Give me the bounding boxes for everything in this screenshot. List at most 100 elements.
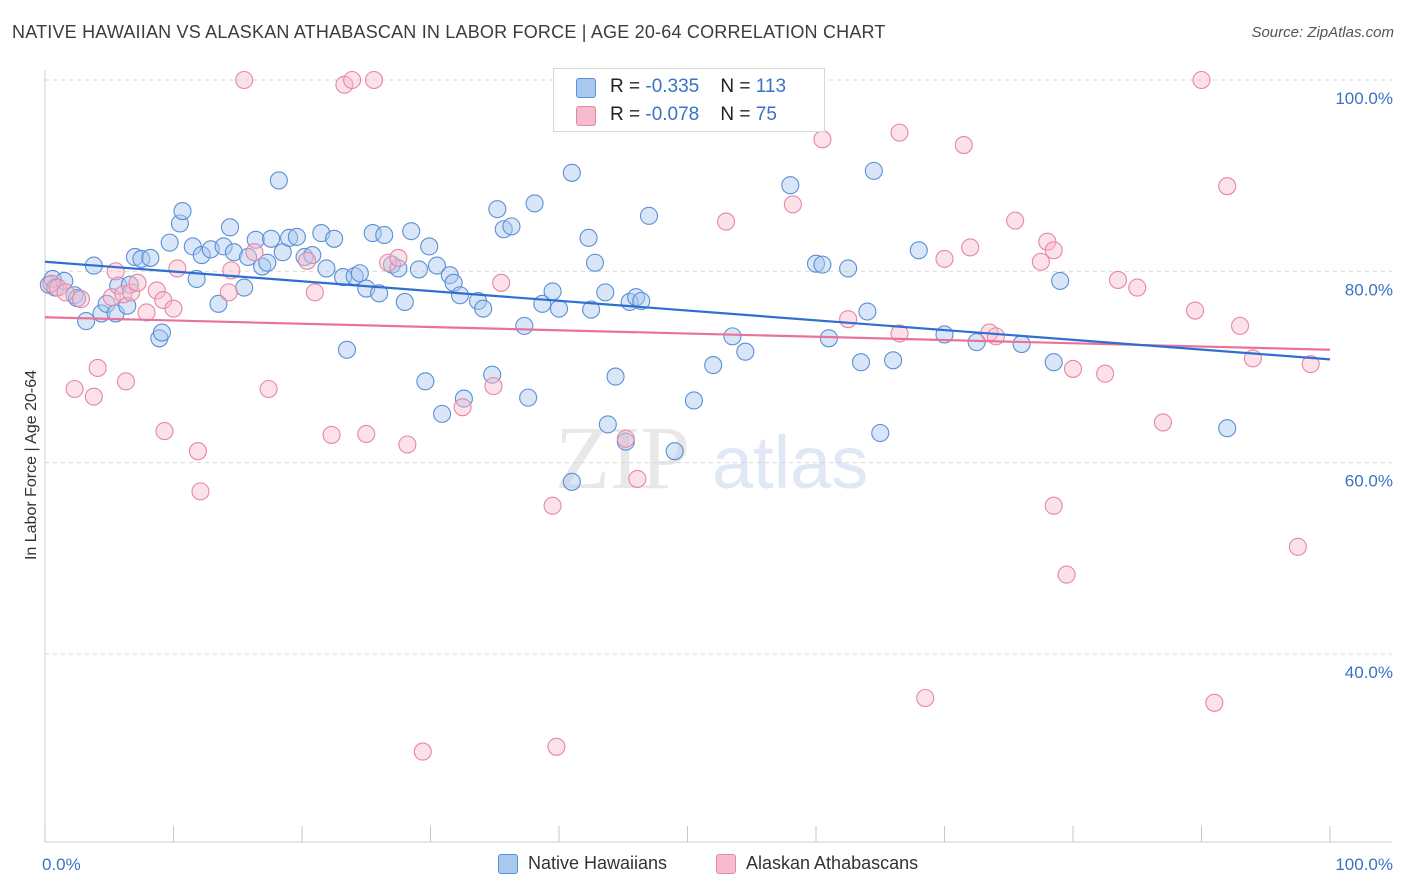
pink-swatch: [576, 106, 596, 126]
data-point: [858, 302, 877, 321]
data-point: [935, 249, 954, 268]
data-point: [596, 283, 615, 302]
r-value: -0.078: [645, 104, 700, 125]
data-point: [168, 259, 187, 278]
data-point: [305, 283, 324, 302]
data-point: [1057, 565, 1076, 584]
y-tick-label: 40.0%: [1345, 663, 1393, 682]
y-tick-label: 60.0%: [1345, 472, 1393, 491]
series-legend: Native Hawaiians Alaskan Athabascans: [0, 852, 1406, 876]
data-point: [409, 260, 428, 279]
data-point: [628, 469, 647, 488]
n-label: N =: [720, 104, 756, 125]
data-point: [188, 442, 207, 461]
data-point: [474, 299, 493, 318]
data-point: [598, 415, 617, 434]
data-point: [128, 273, 147, 292]
data-point: [1051, 271, 1070, 290]
data-point: [56, 283, 75, 302]
data-point: [114, 285, 133, 304]
data-point: [357, 424, 376, 444]
data-point: [164, 299, 183, 318]
data-point: [147, 281, 166, 300]
data-point: [483, 365, 502, 384]
series-alaskan-athabascans: [42, 70, 1320, 761]
data-point: [65, 379, 84, 399]
data-point: [155, 422, 174, 441]
data-point: [916, 688, 935, 708]
data-point: [220, 218, 240, 237]
legend-label: Native Hawaiians: [528, 853, 668, 873]
data-point: [1044, 241, 1063, 260]
data-point: [1012, 334, 1031, 354]
data-point: [173, 202, 192, 221]
data-point: [639, 206, 659, 225]
data-point: [350, 264, 369, 283]
data-point: [488, 200, 507, 219]
data-point: [214, 237, 233, 256]
y-tick-labels: 40.0% 60.0% 80.0% 100.0%: [1335, 89, 1393, 682]
data-point: [632, 291, 651, 311]
data-point: [125, 247, 144, 267]
data-point: [88, 358, 107, 378]
data-point: [1006, 211, 1025, 230]
data-point: [325, 229, 344, 248]
data-point: [298, 251, 317, 270]
data-point: [152, 323, 171, 342]
n-label: N =: [720, 76, 756, 97]
data-point: [191, 482, 210, 501]
data-point: [839, 310, 858, 329]
data-point: [433, 404, 452, 423]
data-point: [453, 398, 472, 417]
data-point: [303, 246, 322, 265]
data-point: [258, 253, 277, 272]
data-point: [370, 284, 389, 303]
data-point: [451, 286, 470, 305]
data-point: [106, 262, 125, 281]
data-point: [839, 259, 858, 278]
x-tick-label: 100.0%: [1335, 855, 1393, 874]
data-point: [116, 372, 136, 391]
data-point: [582, 300, 601, 319]
data-point: [1044, 353, 1063, 372]
data-point: [402, 222, 421, 241]
data-point: [585, 253, 605, 272]
watermark-zip: ZIP: [555, 409, 690, 508]
data-point: [781, 176, 800, 195]
data-point: [364, 70, 384, 90]
data-point: [492, 273, 511, 292]
data-point: [562, 472, 581, 491]
data-point: [427, 256, 446, 275]
data-point: [1108, 270, 1128, 289]
watermark: ZIP atlas: [555, 409, 868, 508]
axes: [44, 70, 1392, 843]
data-point: [420, 237, 439, 256]
data-point: [287, 227, 306, 246]
data-point: [1063, 359, 1083, 378]
source-label: Source: ZipAtlas.com: [1251, 24, 1394, 41]
data-point: [122, 283, 141, 302]
x-tick-labels: 0.0% 100.0%: [42, 855, 1393, 874]
data-point: [1288, 537, 1307, 556]
y-axis-label: In Labor Force | Age 20-64: [23, 370, 40, 560]
data-point: [884, 351, 903, 370]
data-point: [502, 217, 521, 236]
data-point: [337, 340, 357, 359]
data-point: [954, 136, 973, 155]
data-point: [909, 241, 928, 260]
data-point: [77, 312, 96, 331]
data-point: [1231, 316, 1250, 335]
data-point: [235, 278, 254, 297]
blue-swatch: [498, 854, 518, 874]
data-point: [1031, 252, 1050, 271]
r-value: -0.335: [645, 76, 700, 97]
data-point: [280, 228, 299, 247]
watermark-atlas: atlas: [712, 421, 868, 504]
data-point: [519, 388, 538, 407]
n-value: 113: [755, 76, 787, 97]
data-point: [864, 161, 883, 180]
y-tick-label: 80.0%: [1345, 280, 1393, 299]
data-point: [416, 372, 435, 391]
data-point: [235, 70, 254, 90]
